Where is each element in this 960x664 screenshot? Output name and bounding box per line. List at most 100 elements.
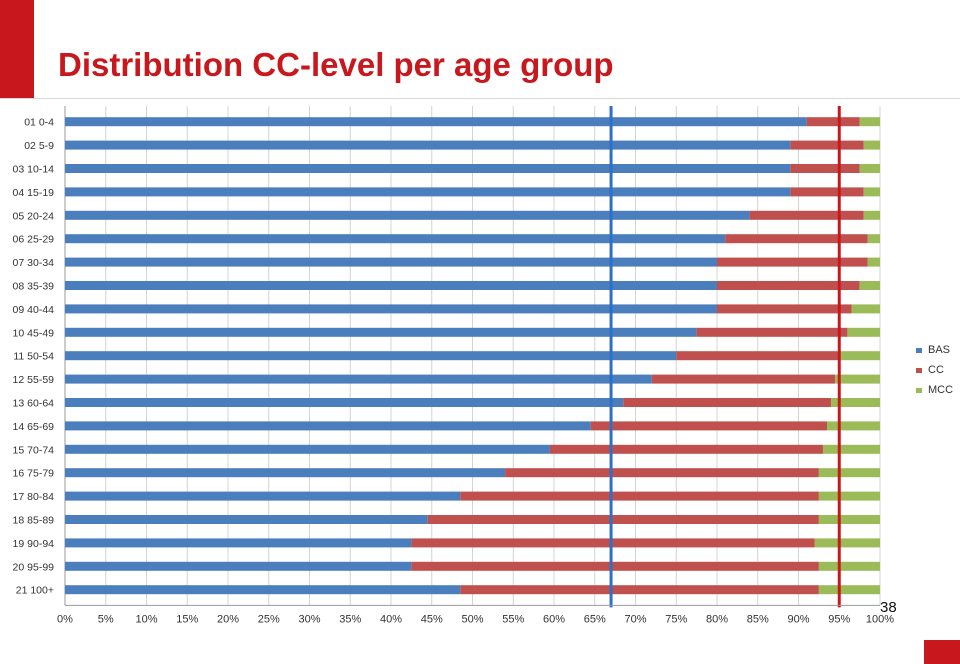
legend-item-mcc: MCC: [916, 380, 953, 400]
bar-mcc-segment: [839, 351, 880, 361]
bar-bas-segment: [65, 327, 697, 337]
x-tick-label: 60%: [543, 613, 565, 625]
bar-cc-segment: [460, 585, 819, 595]
bar-cc-segment: [806, 117, 860, 127]
legend-label-bas: BAS: [928, 344, 951, 356]
x-tick-label: 0%: [57, 613, 73, 625]
bar-cc-segment: [790, 164, 860, 173]
bar-cc-segment: [717, 257, 868, 267]
bar-bas-segment: [65, 257, 717, 267]
bar-cc-segment: [790, 187, 864, 197]
bar-cc-segment: [505, 468, 819, 478]
category-label: 06 25-29: [13, 234, 55, 246]
x-tick-label: 80%: [706, 613, 728, 625]
bar-cc-segment: [717, 281, 860, 290]
category-label: 01 0-4: [24, 117, 54, 129]
legend-swatch-cc: [916, 367, 922, 373]
bar-mcc-segment: [818, 561, 880, 571]
bar-cc-segment: [411, 538, 815, 548]
x-tick-label: 10%: [135, 613, 157, 625]
slide-title: Distribution CC-level per age group: [58, 46, 614, 83]
bar-mcc-segment: [835, 374, 880, 384]
bar-mcc-segment: [863, 187, 880, 197]
category-label: 07 30-34: [13, 257, 55, 269]
category-label: 10 45-49: [13, 327, 55, 339]
bar-bas-segment: [65, 561, 412, 571]
category-label: 21 100+: [16, 585, 54, 597]
category-label: 09 40-44: [13, 304, 55, 316]
bar-bas-segment: [65, 515, 428, 524]
bar-mcc-segment: [818, 585, 880, 595]
x-tick-label: 15%: [176, 613, 198, 625]
x-tick-label: 100%: [866, 613, 894, 625]
category-label: 20 95-99: [13, 561, 55, 573]
bar-mcc-segment: [859, 117, 880, 127]
bar-cc-segment: [790, 140, 864, 150]
bar-bas-segment: [65, 444, 550, 454]
bar-cc-segment: [590, 421, 828, 431]
bar-bas-segment: [65, 164, 791, 173]
category-label: 14 65-69: [13, 421, 55, 433]
category-label: 12 55-59: [13, 374, 55, 386]
x-tick-label: 30%: [298, 613, 320, 625]
bar-mcc-segment: [822, 444, 880, 454]
bar-bas-segment: [65, 210, 750, 220]
bar-cc-segment: [549, 444, 823, 454]
bar-bas-segment: [65, 491, 461, 501]
stacked-bar-chart: 01 0-4 02 5-9 03 10-14 04 15-19 05 20-24 06 2…: [13, 106, 894, 625]
x-tick-label: 45%: [421, 613, 443, 625]
x-tick-label: 85%: [747, 613, 769, 625]
bar-cc-segment: [427, 515, 819, 524]
category-label: 15 70-74: [13, 444, 55, 456]
bar-bas-segment: [65, 374, 652, 384]
bar-cc-segment: [411, 561, 819, 571]
title-divider: [0, 98, 960, 99]
bar-cc-segment: [717, 304, 852, 314]
accent-bar: [0, 0, 34, 98]
category-label: 16 75-79: [13, 468, 55, 480]
bar-mcc-segment: [859, 164, 880, 173]
bar-bas-segment: [65, 421, 591, 431]
bar-mcc-segment: [814, 538, 880, 548]
bar-cc-segment: [651, 374, 836, 384]
category-label: 05 20-24: [13, 210, 55, 222]
x-tick-label: 95%: [828, 613, 850, 625]
bar-mcc-segment: [863, 140, 880, 150]
x-tick-label: 75%: [665, 613, 687, 625]
legend-swatch-mcc: [916, 387, 922, 393]
bar-bas-segment: [65, 468, 506, 478]
bar-bas-segment: [65, 304, 717, 314]
bar-bas-segment: [65, 398, 624, 407]
bar-mcc-segment: [867, 257, 880, 267]
x-tick-label: 90%: [787, 613, 809, 625]
bar-cc-segment: [676, 351, 840, 361]
bar-cc-segment: [623, 398, 832, 407]
legend-label-mcc: MCC: [928, 384, 954, 396]
bar-bas-segment: [65, 281, 717, 290]
legend-item-cc: CC: [916, 360, 953, 380]
bar-mcc-segment: [867, 234, 880, 244]
x-tick-label: 55%: [502, 613, 524, 625]
bar-cc-segment: [749, 210, 864, 220]
bar-bas-segment: [65, 538, 412, 548]
corner-accent-block: [924, 640, 960, 664]
x-tick-label: 5%: [98, 613, 114, 625]
x-tick-label: 70%: [624, 613, 646, 625]
page-number: 38: [880, 599, 897, 616]
bar-mcc-segment: [818, 491, 880, 501]
category-label: 19 90-94: [13, 538, 55, 550]
bar-mcc-segment: [851, 304, 880, 314]
category-label: 18 85-89: [13, 515, 55, 527]
bar-bas-segment: [65, 234, 726, 244]
legend-item-bas: BAS: [916, 340, 953, 360]
bar-mcc-segment: [827, 421, 880, 431]
bar-mcc-segment: [859, 281, 880, 290]
bar-mcc-segment: [831, 398, 880, 407]
bar-mcc-segment: [847, 327, 880, 337]
bar-cc-segment: [460, 491, 819, 501]
x-tick-label: 25%: [258, 613, 280, 625]
category-label: 02 5-9: [24, 140, 54, 152]
x-tick-label: 35%: [339, 613, 361, 625]
x-tick-label: 20%: [217, 613, 239, 625]
bar-mcc-segment: [818, 468, 880, 478]
